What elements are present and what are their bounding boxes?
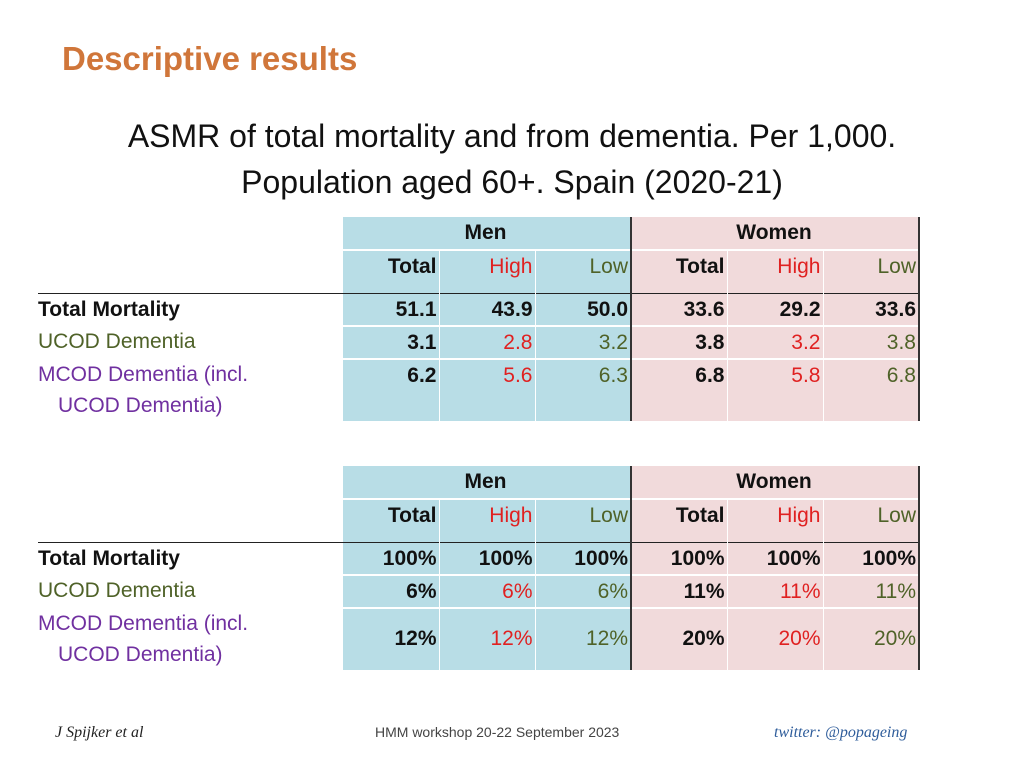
row-label-mcod-dementia: MCOD Dementia (incl. UCOD Dementia) bbox=[38, 359, 343, 421]
value-cell: 100% bbox=[823, 541, 920, 575]
value-cell: 6.2 bbox=[343, 357, 440, 421]
col-women-low: Low bbox=[823, 249, 920, 293]
value-cell: 12% bbox=[343, 606, 440, 670]
asmr-percent-table: Men Women Total High Low Total High Low … bbox=[38, 466, 920, 670]
footer-author: J Spijker et al bbox=[55, 724, 144, 741]
row-label-mcod-line-1: MCOD Dementia (incl. bbox=[38, 611, 249, 635]
row-label-mcod-line-1: MCOD Dementia (incl. bbox=[38, 362, 249, 386]
footer-twitter: twitter: @popageing bbox=[774, 724, 908, 741]
value-cell: 51.1 bbox=[343, 292, 440, 326]
women-group-header: Women bbox=[630, 466, 920, 499]
value-cell: 6% bbox=[343, 573, 440, 608]
value-cell: 20% bbox=[727, 606, 824, 670]
value-cell: 100% bbox=[630, 541, 728, 575]
value-cell: 33.6 bbox=[823, 292, 920, 326]
value-cell: 6.8 bbox=[823, 357, 920, 421]
value-cell: 100% bbox=[535, 541, 631, 575]
subtitle-line-1: ASMR of total mortality and from dementi… bbox=[127, 118, 897, 154]
subtitle: ASMR of total mortality and from dementi… bbox=[0, 113, 1024, 205]
value-cell: 12% bbox=[535, 606, 631, 670]
row-label-total-mortality: Total Mortality bbox=[38, 541, 343, 575]
value-cell: 5.6 bbox=[439, 357, 536, 421]
table-row: Total Mortality 100% 100% 100% 100% 100%… bbox=[38, 541, 920, 575]
value-cell: 5.8 bbox=[727, 357, 824, 421]
col-men-high: High bbox=[439, 498, 536, 542]
men-group-header: Men bbox=[343, 217, 631, 250]
value-cell: 2.8 bbox=[439, 324, 536, 359]
row-label-mcod-line-2: UCOD Dementia) bbox=[58, 642, 223, 666]
value-cell: 6.8 bbox=[630, 357, 728, 421]
row-label-mcod-line-2: UCOD Dementia) bbox=[58, 393, 223, 417]
table-row: MCOD Dementia (incl. UCOD Dementia) 6.2 … bbox=[38, 357, 920, 421]
col-women-total: Total bbox=[630, 498, 728, 542]
col-women-total: Total bbox=[630, 249, 728, 293]
value-cell: 100% bbox=[439, 541, 536, 575]
subtitle-line-2: Population aged 60+. Spain (2020-21) bbox=[241, 164, 783, 200]
slide-title: Descriptive results bbox=[62, 40, 358, 77]
table-row: UCOD Dementia 3.1 2.8 3.2 3.8 3.2 3.8 bbox=[38, 324, 920, 359]
value-cell: 11% bbox=[727, 573, 824, 608]
table-row: MCOD Dementia (incl. UCOD Dementia) 12% … bbox=[38, 606, 920, 670]
table-row: Total Mortality 51.1 43.9 50.0 33.6 29.2… bbox=[38, 292, 920, 326]
value-cell: 20% bbox=[823, 606, 920, 670]
row-label-total-mortality: Total Mortality bbox=[38, 292, 343, 326]
value-cell: 100% bbox=[727, 541, 824, 575]
value-cell: 6% bbox=[535, 573, 631, 608]
row-label-mcod-dementia: MCOD Dementia (incl. UCOD Dementia) bbox=[38, 608, 343, 670]
value-cell: 6.3 bbox=[535, 357, 631, 421]
value-cell: 3.8 bbox=[630, 324, 728, 359]
row-label-ucod-dementia: UCOD Dementia bbox=[38, 578, 196, 602]
value-cell: 6% bbox=[439, 573, 536, 608]
asmr-rate-table: Men Women Total High Low Total High Low … bbox=[38, 217, 920, 421]
value-cell: 11% bbox=[823, 573, 920, 608]
value-cell: 3.1 bbox=[343, 324, 440, 359]
row-label-ucod-dementia: UCOD Dementia bbox=[38, 329, 196, 353]
value-cell: 50.0 bbox=[535, 292, 631, 326]
value-cell: 29.2 bbox=[727, 292, 824, 326]
value-cell: 33.6 bbox=[630, 292, 728, 326]
col-women-low: Low bbox=[823, 498, 920, 542]
footer-event: HMM workshop 20-22 September 2023 bbox=[375, 724, 620, 740]
value-cell: 43.9 bbox=[439, 292, 536, 326]
value-cell: 100% bbox=[343, 541, 440, 575]
col-men-high: High bbox=[439, 249, 536, 293]
value-cell: 3.2 bbox=[535, 324, 631, 359]
col-women-high: High bbox=[727, 498, 824, 542]
value-cell: 3.8 bbox=[823, 324, 920, 359]
men-group-header: Men bbox=[343, 466, 631, 499]
col-men-total: Total bbox=[343, 498, 440, 542]
table-row: UCOD Dementia 6% 6% 6% 11% 11% 11% bbox=[38, 573, 920, 608]
col-men-low: Low bbox=[535, 249, 631, 293]
col-men-low: Low bbox=[535, 498, 631, 542]
value-cell: 11% bbox=[630, 573, 728, 608]
col-women-high: High bbox=[727, 249, 824, 293]
women-group-header: Women bbox=[630, 217, 920, 250]
value-cell: 12% bbox=[439, 606, 536, 670]
value-cell: 20% bbox=[630, 606, 728, 670]
col-men-total: Total bbox=[343, 249, 440, 293]
value-cell: 3.2 bbox=[727, 324, 824, 359]
